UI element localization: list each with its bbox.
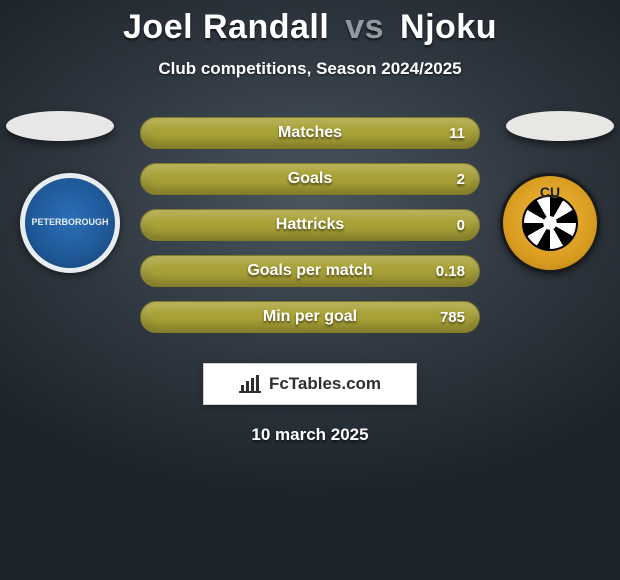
stat-value: 11 bbox=[449, 125, 465, 142]
bar-chart-icon bbox=[239, 375, 261, 393]
stat-value: 785 bbox=[440, 309, 465, 326]
stats-bars: Matches 11 Goals 2 Hattricks 0 Goals per… bbox=[140, 117, 480, 347]
player1-club-badge-text: PETERBOROUGH bbox=[31, 218, 108, 228]
player1-name: Joel Randall bbox=[123, 8, 329, 46]
player2-club-badge: CU bbox=[500, 173, 600, 273]
brand-attribution: FcTables.com bbox=[203, 363, 417, 405]
stat-value: 0.18 bbox=[436, 263, 465, 280]
stat-bar-hattricks: Hattricks 0 bbox=[140, 209, 480, 241]
player2-name: Njoku bbox=[400, 8, 497, 46]
stat-label: Goals bbox=[288, 170, 332, 188]
stat-label: Min per goal bbox=[263, 308, 357, 326]
stat-value: 0 bbox=[457, 217, 465, 234]
stat-bar-goals: Goals 2 bbox=[140, 163, 480, 195]
stat-bar-min-per-goal: Min per goal 785 bbox=[140, 301, 480, 333]
player1-club-badge: PETERBOROUGH bbox=[20, 173, 120, 273]
player2-club-badge-text: CU bbox=[503, 184, 597, 200]
brand-text: FcTables.com bbox=[269, 374, 381, 394]
main-row: PETERBOROUGH CU Matches 11 Goals 2 Hattr… bbox=[0, 117, 620, 357]
stat-label: Matches bbox=[278, 124, 342, 142]
footer-date: 10 march 2025 bbox=[0, 425, 620, 445]
stat-value: 2 bbox=[457, 171, 465, 188]
infographic-root: Joel Randall vs Njoku Club competitions,… bbox=[0, 0, 620, 580]
subtitle: Club competitions, Season 2024/2025 bbox=[0, 59, 620, 79]
vs-separator: vs bbox=[345, 8, 384, 46]
soccer-ball-icon bbox=[522, 195, 578, 251]
player1-photo-placeholder bbox=[6, 111, 114, 141]
stat-bar-matches: Matches 11 bbox=[140, 117, 480, 149]
stat-label: Goals per match bbox=[247, 262, 372, 280]
stat-bar-goals-per-match: Goals per match 0.18 bbox=[140, 255, 480, 287]
stat-label: Hattricks bbox=[276, 216, 344, 234]
page-title: Joel Randall vs Njoku bbox=[0, 0, 620, 47]
player2-photo-placeholder bbox=[506, 111, 614, 141]
